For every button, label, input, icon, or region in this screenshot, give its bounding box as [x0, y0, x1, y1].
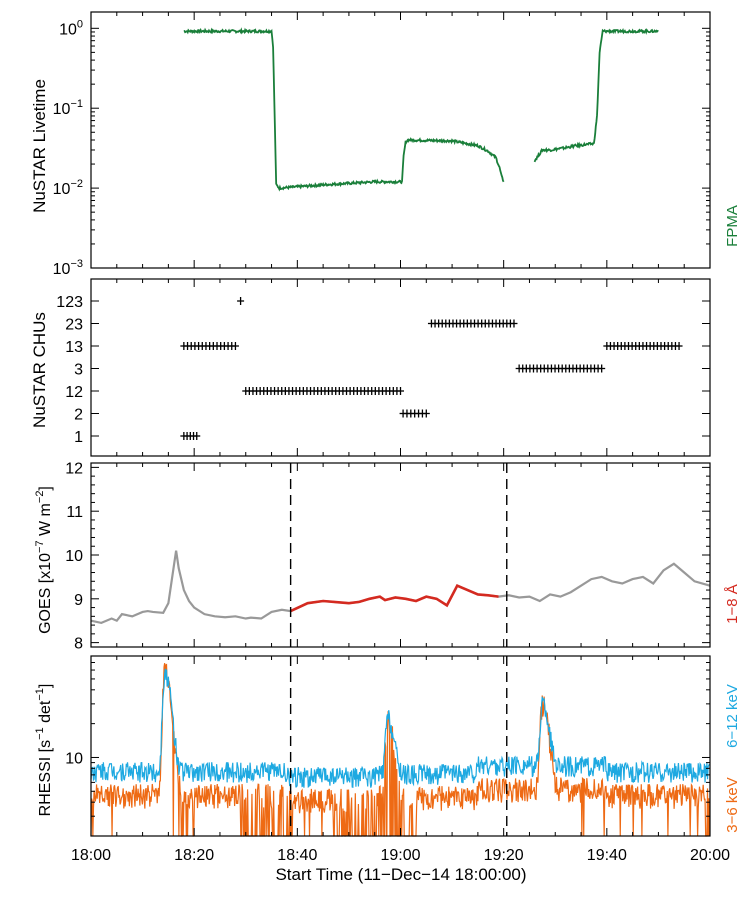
chu-tick-label: 123 — [56, 294, 83, 311]
goes-legend-label: 1−8 Å — [724, 584, 741, 624]
chu-tick-label: 23 — [65, 317, 83, 334]
goes-tick-label: 10 — [65, 548, 83, 565]
rhessi-ylabel: RHESSI [s−1 det−1] — [34, 684, 54, 817]
panel-frame — [90, 462, 711, 648]
rhessi-low-legend-label: 3−6 keV — [724, 777, 741, 832]
chu-marker-group — [399, 409, 430, 418]
x-axis-label: Start Time (11−Dec−14 18:00:00) — [275, 865, 526, 884]
x-tick-label: 19:00 — [380, 847, 420, 864]
goes-tick-label: 9 — [74, 592, 83, 609]
livetime-series-line — [533, 27, 659, 163]
chu-ylabel: NuSTAR CHUs — [30, 312, 49, 428]
panel-frame — [90, 278, 711, 457]
y-tick-label: 100 — [59, 18, 83, 38]
chu-tick-label: 1 — [74, 429, 83, 446]
y-tick-label: 10−1 — [53, 98, 83, 118]
panel-frame — [90, 11, 711, 269]
chu-tick-label: 13 — [65, 339, 83, 356]
livetime-ylabel: NuSTAR Livetime — [30, 79, 49, 213]
chu-marker-group — [237, 297, 245, 305]
goes-tick-label: 12 — [65, 460, 83, 477]
chu-marker-group — [427, 319, 518, 328]
fpma-legend-label: FPMA — [724, 205, 741, 247]
chu-marker-group — [242, 387, 404, 395]
chu-tick-label: 2 — [74, 407, 83, 424]
chu-tick-label: 12 — [65, 384, 83, 401]
y-tick-label: 10−3 — [53, 258, 83, 278]
goes-line — [90, 550, 711, 625]
chu-tick-label: 3 — [74, 362, 83, 379]
x-tick-label: 19:20 — [484, 847, 524, 864]
goes-ylabel: GOES [x10−7 W m−2] — [34, 486, 54, 634]
livetime-series-line — [183, 27, 505, 192]
x-tick-label: 20:00 — [690, 847, 730, 864]
x-tick-label: 18:00 — [71, 847, 111, 864]
rhessi-high-line — [90, 668, 710, 789]
goes-highlight-line — [290, 584, 499, 613]
goes-tick-label: 11 — [66, 504, 83, 521]
chu-marker-group — [180, 342, 239, 350]
rhessi-low-line — [90, 663, 710, 837]
chu-marker-group — [515, 364, 606, 373]
rhessi-tick-label: 10 — [65, 750, 83, 767]
x-tick-label: 18:40 — [277, 847, 317, 864]
chu-marker-group — [180, 432, 201, 440]
rhessi-high-legend-label: 6−12 keV — [724, 684, 741, 748]
x-tick-label: 19:40 — [587, 847, 627, 864]
x-tick-label: 18:20 — [174, 847, 214, 864]
y-tick-label: 10−2 — [53, 178, 83, 198]
chu-marker-group — [603, 342, 683, 350]
goes-tick-label: 8 — [74, 636, 83, 653]
